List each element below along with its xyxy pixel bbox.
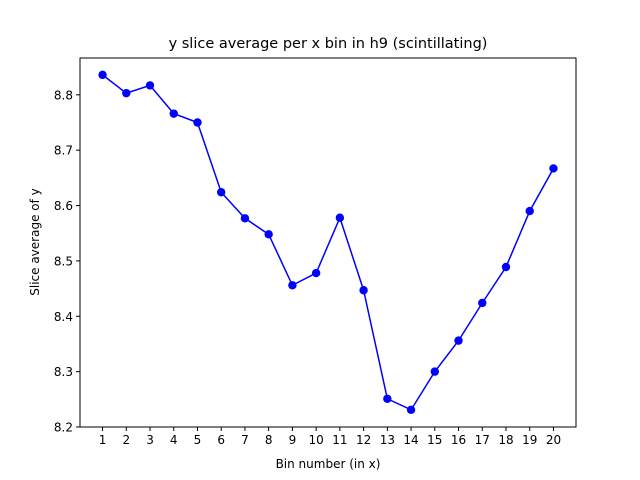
y-tick-label: 8.6 bbox=[54, 199, 73, 213]
data-point bbox=[146, 81, 154, 89]
x-tick-label: 5 bbox=[194, 433, 202, 447]
x-tick-label: 10 bbox=[308, 433, 323, 447]
data-point bbox=[359, 286, 367, 294]
x-tick-label: 18 bbox=[498, 433, 513, 447]
data-point bbox=[454, 336, 462, 344]
x-tick-label: 2 bbox=[122, 433, 130, 447]
data-point bbox=[478, 299, 486, 307]
x-tick-label: 3 bbox=[146, 433, 154, 447]
y-tick-label: 8.5 bbox=[54, 254, 73, 268]
data-point bbox=[217, 188, 225, 196]
data-point bbox=[526, 207, 534, 215]
x-tick-label: 8 bbox=[265, 433, 273, 447]
x-tick-label: 6 bbox=[217, 433, 225, 447]
chart-title: y slice average per x bin in h9 (scintil… bbox=[169, 36, 488, 52]
data-point bbox=[122, 89, 130, 97]
y-tick-label: 8.2 bbox=[54, 421, 73, 435]
x-tick-label: 9 bbox=[289, 433, 297, 447]
data-point bbox=[170, 109, 178, 117]
x-tick-label: 16 bbox=[451, 433, 466, 447]
x-tick-label: 19 bbox=[522, 433, 537, 447]
data-point bbox=[193, 118, 201, 126]
data-point bbox=[98, 71, 106, 79]
data-point bbox=[336, 214, 344, 222]
x-tick-label: 15 bbox=[427, 433, 442, 447]
x-tick-label: 1 bbox=[99, 433, 107, 447]
data-point bbox=[407, 406, 415, 414]
x-axis-label: Bin number (in x) bbox=[276, 457, 381, 471]
y-tick-label: 8.3 bbox=[54, 365, 73, 379]
data-point bbox=[264, 230, 272, 238]
x-tick-label: 17 bbox=[475, 433, 490, 447]
y-tick-label: 8.4 bbox=[54, 310, 73, 324]
x-tick-label: 7 bbox=[241, 433, 249, 447]
x-tick-label: 14 bbox=[403, 433, 418, 447]
data-point bbox=[312, 269, 320, 277]
data-point bbox=[549, 164, 557, 172]
x-tick-label: 12 bbox=[356, 433, 371, 447]
y-tick-label: 8.8 bbox=[54, 88, 73, 102]
x-tick-label: 11 bbox=[332, 433, 347, 447]
data-point bbox=[241, 214, 249, 222]
y-tick-label: 8.7 bbox=[54, 144, 73, 158]
data-point bbox=[431, 367, 439, 375]
data-point bbox=[502, 263, 510, 271]
x-tick-label: 4 bbox=[170, 433, 178, 447]
y-axis-label: Slice average of y bbox=[28, 188, 42, 296]
x-tick-label: 20 bbox=[546, 433, 561, 447]
data-point bbox=[383, 395, 391, 403]
x-tick-label: 13 bbox=[380, 433, 395, 447]
data-point bbox=[288, 281, 296, 289]
